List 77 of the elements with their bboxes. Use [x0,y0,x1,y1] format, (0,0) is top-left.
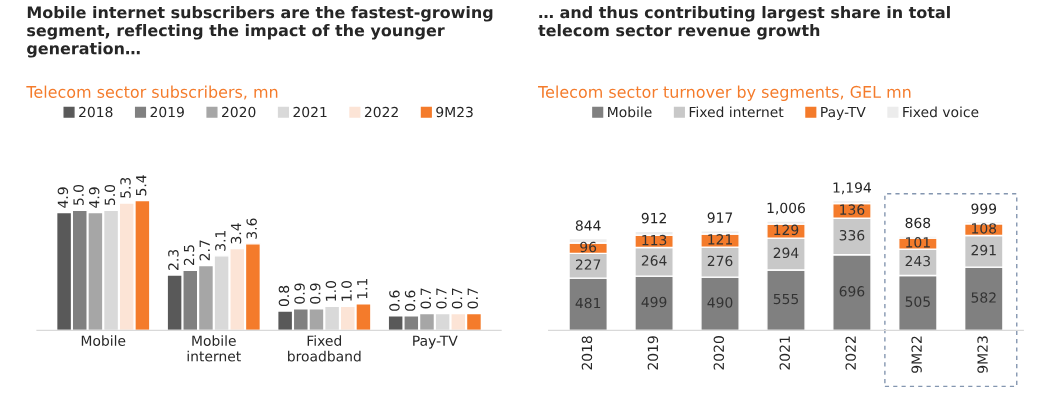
data-label: 0.8 [278,285,290,307]
total-label: 999 [971,203,997,214]
data-label: 1.1 [357,278,368,299]
data-label: 2.5 [183,245,195,266]
data-label: 3.4 [230,223,242,244]
x-tick-label: Mobile internet [187,335,241,362]
data-label: 1.0 [341,280,352,301]
x-tick-label: Pay-TV [413,335,458,349]
legend-label: 2019 [150,106,184,118]
x-tick-label: 2022 [845,336,856,370]
x-tick-label: 9M23 [977,336,988,373]
legend-label: 9M23 [436,106,473,118]
data-label: 264 [641,255,667,266]
data-label: 696 [839,286,865,297]
data-label: 0.6 [404,290,416,311]
chart-subtitle: Telecom sector subscribers, mn [26,85,278,100]
x-tick-label: 2018 [581,336,593,370]
data-label: 276 [707,255,733,267]
data-label: 108 [972,223,997,234]
data-label: 136 [840,204,865,215]
data-label: 5.0 [73,184,84,205]
legend-label: 2020 [222,106,256,118]
chart-title: … and thus contributing largest share in total telecom sector revenue growth [538,5,950,40]
data-label: 0.6 [389,290,400,311]
data-label: 294 [773,247,799,259]
data-label: 4.9 [57,187,69,208]
x-tick-label: Mobile [81,335,126,346]
total-label: 912 [641,212,666,224]
chart-title: Mobile internet subscribers are the fastest-growing segment, reflecting the impact of the younger generation… [27,5,493,58]
data-label: 0.7 [436,288,447,309]
legend-label: 2018 [79,106,113,118]
x-tick-label: 2020 [713,336,725,370]
data-label: 113 [642,234,667,246]
legend-label: Fixed voice [903,106,979,118]
legend-label: Pay-TV [821,106,866,120]
chart-subtitle: Telecom sector turnover by segments, GEL mn [538,85,911,102]
data-label: 4.9 [88,187,100,208]
x-tick-label: 2021 [779,336,791,370]
data-label: 0.7 [451,288,463,309]
x-tick-label: 2019 [647,336,659,370]
data-label: 5.0 [104,184,116,205]
total-label: 868 [905,217,931,229]
data-label: 0.7 [467,288,478,309]
data-label: 5.4 [136,175,147,196]
data-label: 505 [905,296,930,307]
data-label: 0.9 [294,283,305,304]
data-label: 582 [971,292,996,303]
data-label: 101 [906,237,930,248]
data-label: 2.3 [168,249,179,270]
data-label: 96 [580,241,597,253]
data-label: 0.7 [420,288,432,309]
data-label: 227 [575,259,601,270]
total-label: 844 [575,220,601,231]
total-label: 1,006 [767,202,805,215]
x-tick-label: Fixed broadband [288,335,361,362]
data-label: 129 [774,224,799,236]
data-label: 121 [708,234,733,245]
data-label: 243 [905,255,930,267]
data-label: 336 [839,230,865,241]
data-label: 0.9 [309,283,321,304]
data-label: 1.0 [325,280,337,301]
legend-label: Mobile [608,106,652,118]
data-label: 3.1 [215,230,226,251]
total-label: 1,194 [833,182,872,195]
legend-label: 2021 [293,106,327,118]
data-label: 481 [575,297,601,309]
x-tick-label: 9M22 [911,336,922,373]
data-label: 3.6 [246,218,257,239]
data-label: 2.7 [199,240,210,261]
legend-label: 2022 [364,106,398,118]
data-label: 5.3 [120,177,131,198]
data-label: 555 [773,293,799,305]
legend-label: Fixed internet [689,106,784,118]
data-label: 291 [971,244,996,256]
data-label: 499 [641,296,667,308]
total-label: 917 [707,212,733,223]
data-label: 490 [707,297,733,308]
